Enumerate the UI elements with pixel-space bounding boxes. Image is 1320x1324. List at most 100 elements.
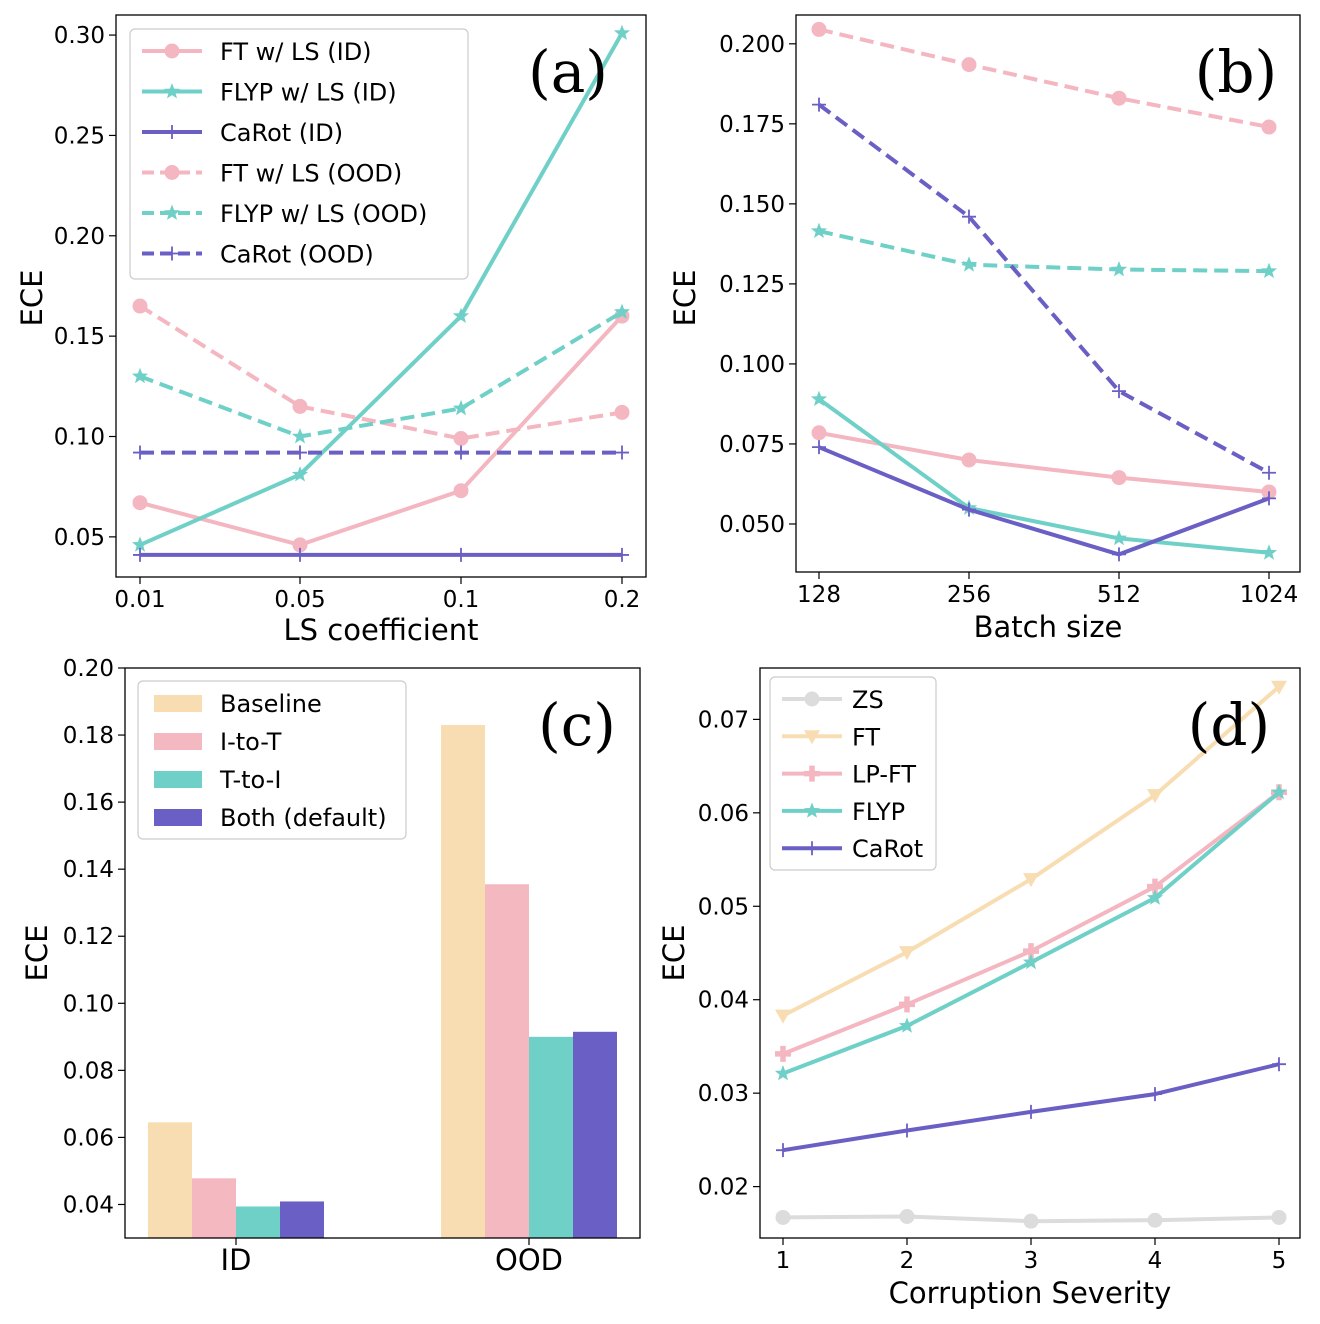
data-point xyxy=(900,1123,914,1138)
y-tick-label: 0.30 xyxy=(54,23,105,49)
data-point xyxy=(775,1209,791,1225)
data-point xyxy=(452,399,470,416)
axes-frame xyxy=(759,667,1301,1239)
data-point xyxy=(1262,491,1276,506)
series-zs xyxy=(775,1209,1287,1229)
series-line xyxy=(818,445,1270,557)
y-tick-label: 0.20 xyxy=(63,656,114,682)
x-tick-label: OOD xyxy=(495,1243,563,1277)
x-tick-label: 5 xyxy=(1272,1248,1287,1274)
panel-b: 0.050 0.075 0.100 0.125 0.150 0.175 0.200 ECE Ba… xyxy=(668,14,1301,644)
legend-label: FT w/ LS (OOD) xyxy=(220,160,402,188)
data-point xyxy=(133,547,147,562)
data-point xyxy=(1260,262,1278,278)
legend-swatch xyxy=(154,733,202,750)
y-tick-label: 0.16 xyxy=(63,790,114,816)
series-line xyxy=(139,32,624,547)
legend-item: FLYP w/ LS (OOD) xyxy=(142,200,427,228)
legend-marker xyxy=(805,841,819,856)
data-point xyxy=(1272,1057,1286,1072)
data-point xyxy=(1146,889,1164,905)
data-point xyxy=(454,547,468,562)
data-point xyxy=(1110,529,1128,546)
y-tick-label: 0.200 xyxy=(719,32,785,58)
legend-marker xyxy=(164,165,180,180)
panel-tag: (a) xyxy=(528,38,608,106)
y-tick-label: 0.08 xyxy=(63,1058,114,1084)
x-tick-label: ID xyxy=(221,1243,252,1277)
data-point xyxy=(1148,1087,1162,1102)
data-point xyxy=(131,367,149,384)
data-point xyxy=(453,431,469,447)
y-tick-label: 0.050 xyxy=(719,512,785,538)
data-point xyxy=(615,445,629,460)
data-point xyxy=(776,1143,790,1158)
data-point xyxy=(453,483,469,499)
axes-frame xyxy=(795,14,1301,573)
series-ft-w-ls-ood xyxy=(132,298,630,447)
x-tick-label: 0.05 xyxy=(274,587,325,613)
series-line xyxy=(139,310,624,439)
y-tick-label: 0.02 xyxy=(698,1175,749,1201)
x-tick-label: 1024 xyxy=(1240,582,1299,608)
y-tick-label: 0.125 xyxy=(719,272,785,298)
y-tick-label: 0.03 xyxy=(698,1081,749,1107)
data-point xyxy=(1271,1209,1287,1225)
y-axis-label: ECE xyxy=(20,925,54,982)
bar-baseline xyxy=(441,725,485,1238)
data-point xyxy=(1024,1104,1038,1119)
legend-label: FT xyxy=(852,723,880,751)
legend-marker xyxy=(804,730,820,745)
legend-label: CaRot (OOD) xyxy=(220,241,374,269)
legend-label: FLYP w/ LS (ID) xyxy=(220,79,397,107)
legend-label: FT w/ LS (ID) xyxy=(220,38,372,66)
legend-item: FLYP w/ LS (ID) xyxy=(142,79,397,107)
series-carot-ood xyxy=(812,97,1276,480)
legend-marker xyxy=(803,802,821,818)
y-tick-label: 0.04 xyxy=(63,1192,114,1218)
series-line xyxy=(139,314,624,547)
series-line xyxy=(817,102,1270,475)
data-point xyxy=(1110,261,1128,277)
legend-item: Both (default) xyxy=(154,804,387,832)
data-point xyxy=(962,209,976,224)
legend-marker xyxy=(165,246,179,261)
series-line xyxy=(818,27,1270,129)
legend-label: FLYP xyxy=(852,798,905,826)
legend: ZS FT LP-FT FLYP CaRot xyxy=(769,676,937,871)
y-tick-label: 0.07 xyxy=(698,707,749,733)
legend-marker xyxy=(164,43,180,59)
panel-d: 0.02 0.03 0.04 0.05 0.06 0.07 ECE Corruption Se… xyxy=(657,667,1301,1310)
legend-item: CaRot (ID) xyxy=(142,119,343,147)
y-tick-label: 0.20 xyxy=(54,224,105,250)
legend-label: CaRot (ID) xyxy=(220,119,343,147)
bar-t-to-i xyxy=(236,1206,280,1238)
data-point xyxy=(1111,90,1127,106)
panel-tag: (d) xyxy=(1188,691,1270,759)
legend-item: FT w/ LS (OOD) xyxy=(142,160,402,188)
legend-label: Both (default) xyxy=(220,804,387,832)
data-point xyxy=(291,466,309,482)
legend-item: CaRot xyxy=(782,835,923,863)
x-tick-label: 1 xyxy=(776,1248,791,1274)
bar-t-to-i xyxy=(529,1036,573,1238)
legend-item: FLYP xyxy=(782,798,905,826)
data-point xyxy=(775,1045,791,1062)
data-point xyxy=(812,97,826,112)
legend-marker xyxy=(804,765,820,782)
legend-marker xyxy=(804,691,820,707)
legend-label: CaRot xyxy=(852,835,923,863)
bar-i-to-t xyxy=(192,1178,236,1238)
y-axis-label: ECE xyxy=(657,925,691,982)
data-point xyxy=(1262,465,1276,480)
bar-baseline xyxy=(148,1122,192,1238)
panel-a: 0.05 0.10 0.15 0.20 0.25 0.30 ECE LS coefficien… xyxy=(15,14,647,647)
series-flyp-w-ls-ood xyxy=(131,303,631,444)
data-point xyxy=(132,495,148,511)
y-tick-label: 0.10 xyxy=(63,991,114,1017)
data-point xyxy=(1023,873,1039,888)
data-point xyxy=(1147,789,1163,804)
data-point xyxy=(132,298,148,314)
legend-item: FT w/ LS (ID) xyxy=(142,38,372,66)
data-point xyxy=(1270,783,1288,800)
